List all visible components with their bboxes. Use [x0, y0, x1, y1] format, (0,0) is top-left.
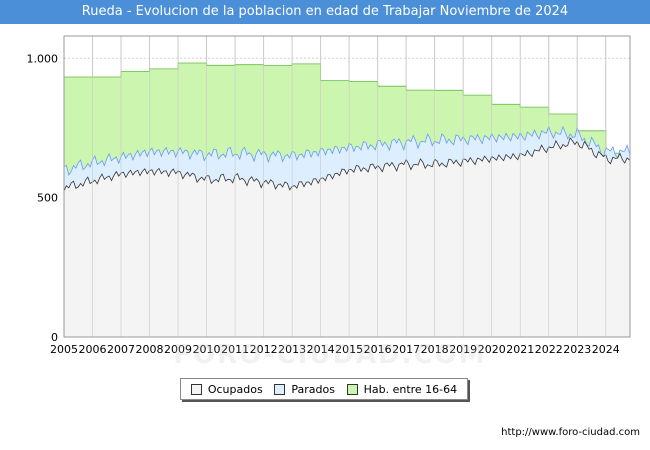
y-tick-label: 1.000 — [27, 52, 59, 65]
x-tick-label: 2020 — [478, 343, 506, 356]
watermark: FORO-CIUDAD.COM — [173, 340, 487, 370]
x-tick-label: 2014 — [307, 343, 335, 356]
legend-label-ocupados: Ocupados — [207, 382, 263, 396]
x-tick-label: 2018 — [421, 343, 449, 356]
x-tick-label: 2010 — [193, 343, 221, 356]
legend-swatch-parados — [274, 383, 286, 395]
x-tick-label: 2012 — [250, 343, 278, 356]
legend-item-ocupados: Ocupados — [190, 382, 263, 396]
parados-line — [63, 125, 630, 176]
y-tick-label: 0 — [51, 331, 58, 344]
legend-label-parados: Parados — [291, 382, 335, 396]
x-tick-label: 2019 — [449, 343, 477, 356]
footer-url: http://www.foro-ciudad.com — [501, 427, 640, 438]
legend-swatch-ocupados — [190, 383, 202, 395]
x-tick-label: 2024 — [592, 343, 620, 356]
ocupados-area — [64, 137, 630, 337]
x-tick-label: 2021 — [506, 343, 534, 356]
x-tick-label: 2013 — [278, 343, 306, 356]
x-tick-label: 2008 — [136, 343, 164, 356]
y-tick-label: 500 — [37, 192, 58, 205]
legend: Ocupados Parados Hab. entre 16-64 — [180, 378, 468, 400]
ocupados-line — [63, 136, 630, 191]
legend-item-parados: Parados — [274, 383, 335, 396]
chart-title: Rueda - Evolucion de la poblacion en eda… — [0, 0, 650, 24]
x-tick-label: 2022 — [535, 343, 563, 356]
x-tick-label: 2009 — [164, 343, 192, 356]
legend-swatch-hab — [346, 383, 358, 395]
x-tick-label: 2016 — [364, 343, 392, 356]
x-tick-label: 2007 — [107, 343, 135, 356]
x-tick-label: 2005 — [50, 343, 78, 356]
x-tick-label: 2015 — [335, 343, 363, 356]
x-tick-label: 2017 — [392, 343, 420, 356]
x-tick-label: 2023 — [563, 343, 591, 356]
x-tick-label: 2011 — [221, 343, 249, 356]
legend-label-hab: Hab. entre 16-64 — [363, 382, 458, 396]
legend-item-hab: Hab. entre 16-64 — [346, 382, 458, 396]
plot-frame — [63, 35, 631, 338]
x-tick-label: 2006 — [79, 343, 107, 356]
